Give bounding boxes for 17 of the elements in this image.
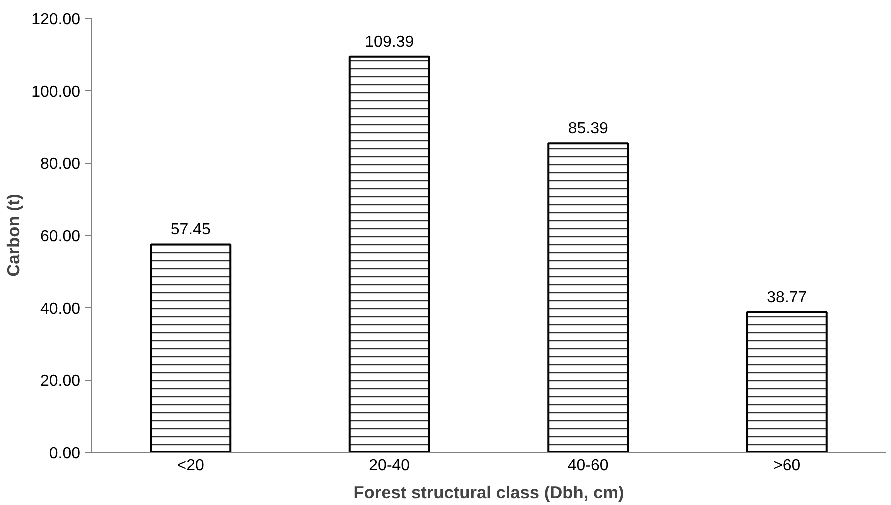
data-label: 57.45 (170, 222, 211, 239)
data-label: 38.77 (767, 289, 808, 306)
x-tick-label: <20 (177, 458, 205, 474)
x-tick-label: 40-60 (568, 458, 609, 474)
y-tick-label: 40.00 (40, 300, 81, 318)
y-tick-label: 80.00 (40, 156, 81, 174)
y-tick-label: 0.00 (49, 446, 81, 462)
y-tick-label: 60.00 (40, 228, 81, 246)
x-tick-label: 20-40 (369, 458, 410, 474)
y-tick-label: 120.00 (32, 12, 81, 28)
x-axis-title: Forest structural class (Dbh, cm) (354, 482, 624, 502)
data-label: 85.39 (568, 120, 608, 138)
y-tick-label: 100.00 (32, 84, 81, 101)
y-tick-label: 20.00 (40, 373, 81, 390)
data-label: 109.39 (365, 34, 414, 51)
y-axis-title: Carbon (t) (4, 194, 24, 277)
x-tick-label: >60 (774, 458, 801, 474)
